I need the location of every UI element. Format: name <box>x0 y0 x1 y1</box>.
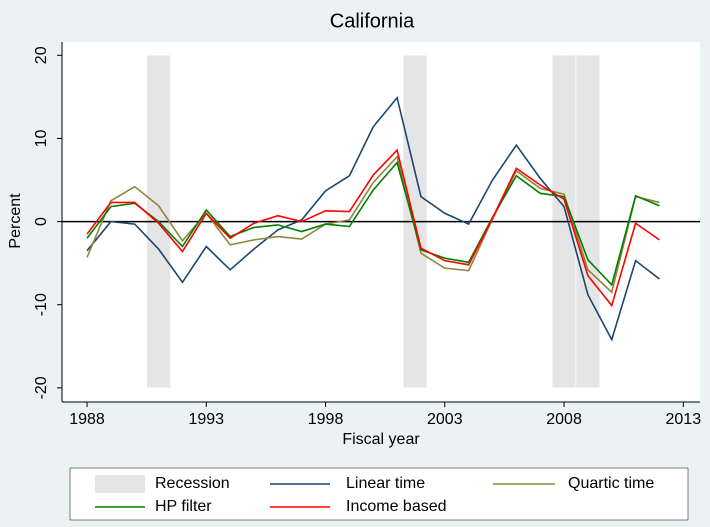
legend-label: Linear time <box>346 475 425 492</box>
y-axis-title: Percent <box>7 193 24 249</box>
series-line <box>86 155 660 294</box>
x-axis-title: Fiscal year <box>342 431 420 448</box>
series-line <box>86 95 660 342</box>
chart-title: California <box>330 10 415 32</box>
series-line <box>86 148 660 308</box>
series-line <box>86 160 660 287</box>
x-tick-label: 1998 <box>308 411 344 428</box>
x-tick-label: 2003 <box>427 411 463 428</box>
x-tick-label: 1993 <box>188 411 224 428</box>
y-tick-label: 0 <box>33 217 50 226</box>
y-tick-label: 10 <box>33 129 50 147</box>
legend-label: HP filter <box>155 498 212 515</box>
x-tick-label: 2008 <box>546 411 582 428</box>
legend-swatch <box>95 475 145 493</box>
legend <box>69 467 689 521</box>
legend-label: Income based <box>346 498 447 515</box>
y-tick-label: -10 <box>33 293 50 316</box>
x-tick-label: 1988 <box>69 411 105 428</box>
y-tick-label: -20 <box>33 376 50 399</box>
legend-label: Quartic time <box>568 475 654 492</box>
legend-label: Recession <box>155 475 230 492</box>
x-tick-label: 2013 <box>666 411 702 428</box>
y-tick-label: 20 <box>33 46 50 64</box>
